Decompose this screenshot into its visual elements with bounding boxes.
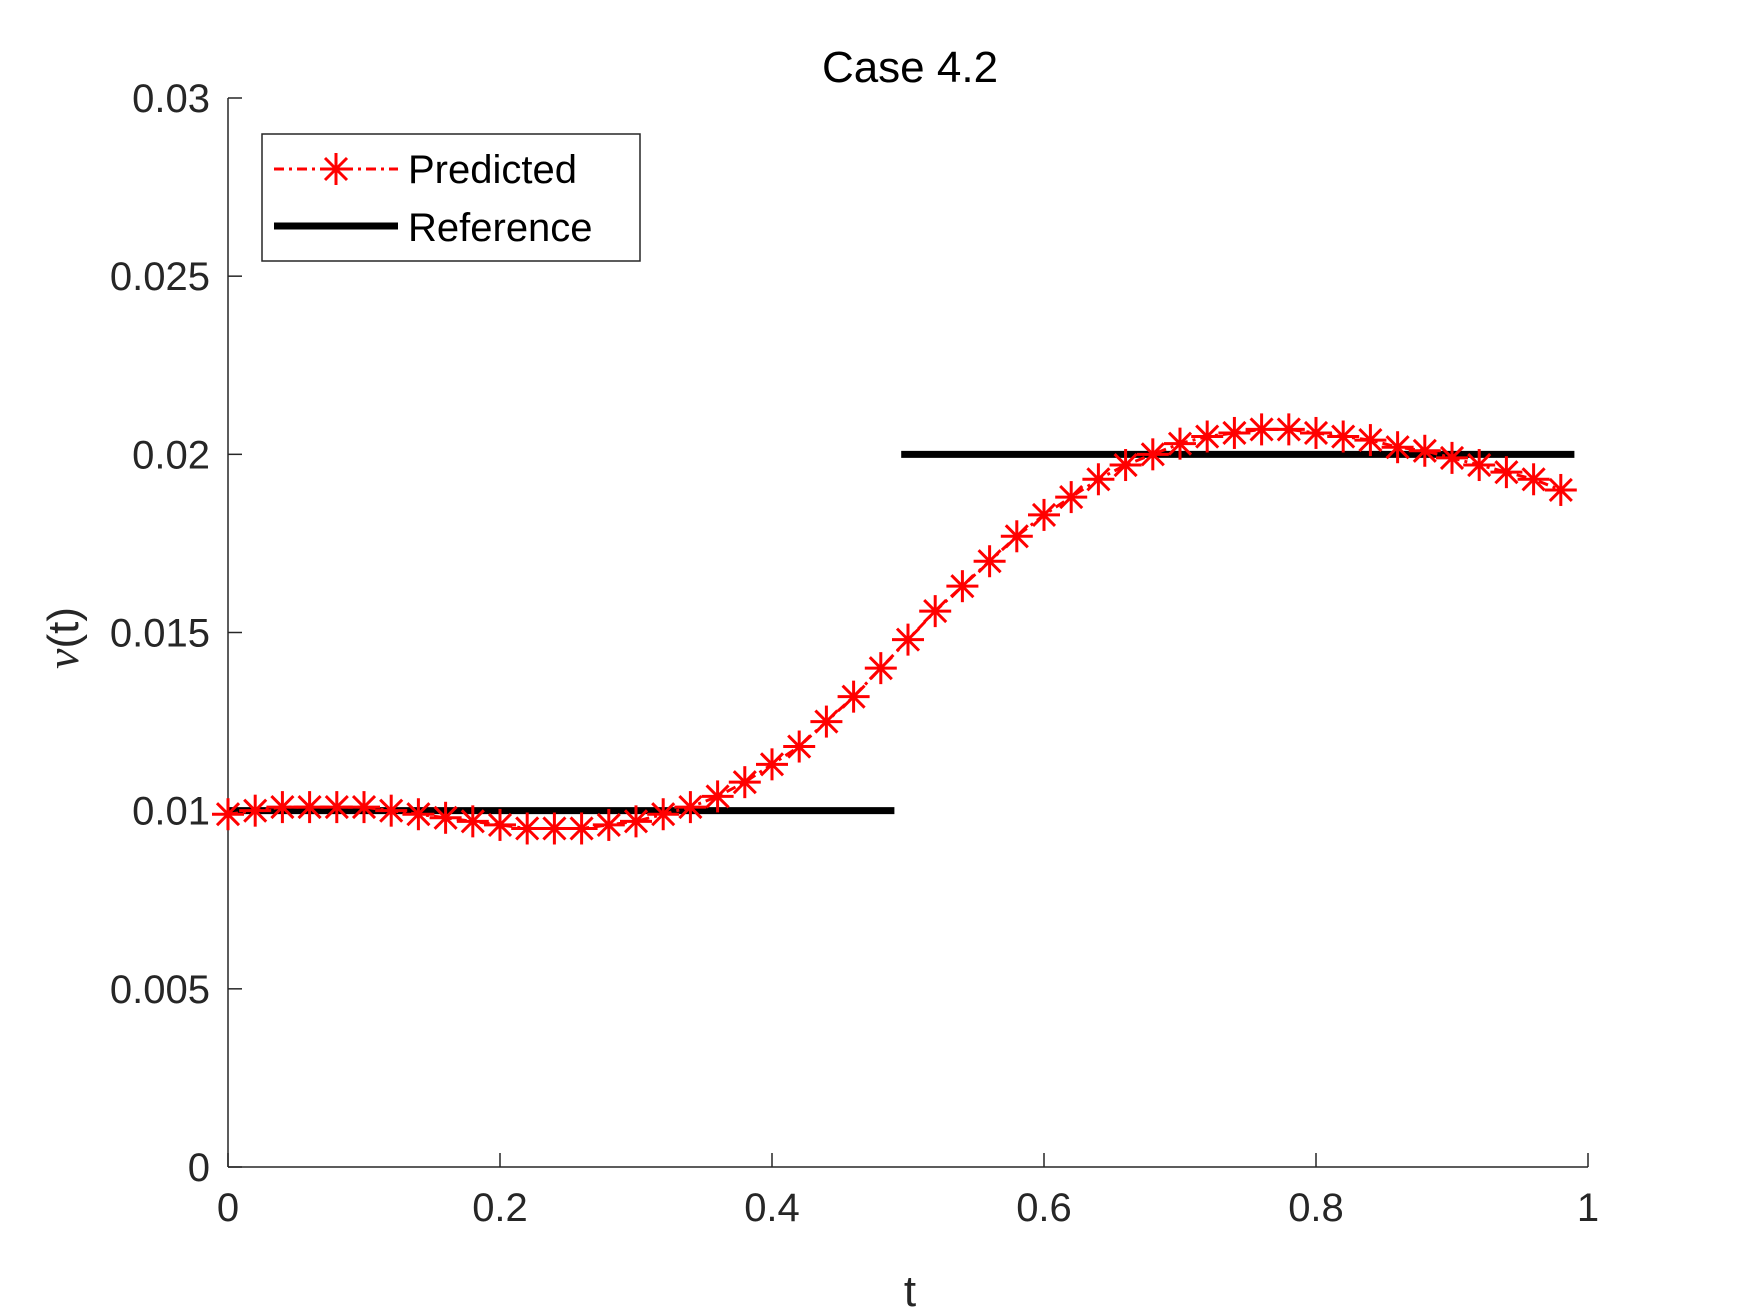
predicted-point bbox=[864, 652, 897, 685]
predicted-point bbox=[674, 791, 707, 824]
y-axis-label-suffix: (t) bbox=[39, 607, 88, 649]
predicted-point bbox=[1408, 434, 1441, 467]
predicted-point bbox=[538, 812, 571, 845]
predicted-point bbox=[375, 794, 408, 827]
predicted-point bbox=[620, 805, 652, 838]
predicted-point bbox=[212, 798, 244, 831]
predicted-point bbox=[810, 705, 843, 738]
x-tick-label: 0.2 bbox=[472, 1186, 528, 1230]
predicted-point bbox=[1544, 473, 1577, 506]
predicted-point bbox=[728, 766, 761, 799]
predicted-point bbox=[1354, 424, 1387, 457]
predicted-point bbox=[1055, 481, 1088, 514]
legend-reference-label: Reference bbox=[408, 206, 593, 250]
predicted-point bbox=[1109, 449, 1142, 482]
predicted-point bbox=[1082, 463, 1115, 496]
x-tick-label: 0 bbox=[217, 1186, 239, 1230]
predicted-point bbox=[756, 748, 788, 781]
predicted-point bbox=[239, 794, 272, 827]
predicted-point bbox=[565, 812, 598, 845]
x-tick-label: 0.6 bbox=[1016, 1186, 1072, 1230]
predicted-point bbox=[456, 805, 489, 838]
y-axis-label-symbol: ν bbox=[37, 648, 88, 669]
y-tick-label: 0.005 bbox=[110, 968, 210, 1012]
predicted-point bbox=[429, 801, 462, 834]
chart-title: Case 4.2 bbox=[822, 43, 998, 92]
predicted-point bbox=[1327, 420, 1360, 453]
y-tick-label: 0 bbox=[188, 1146, 210, 1190]
legend: Predicted Reference bbox=[261, 133, 641, 262]
predicted-point bbox=[1517, 463, 1550, 496]
predicted-series bbox=[212, 413, 1577, 845]
predicted-point bbox=[647, 798, 680, 831]
predicted-point bbox=[837, 680, 870, 713]
predicted-point bbox=[1381, 431, 1414, 464]
predicted-point bbox=[592, 808, 625, 841]
predicted-point bbox=[348, 791, 380, 824]
predicted-point bbox=[946, 570, 979, 603]
predicted-point bbox=[293, 791, 326, 824]
predicted-point bbox=[973, 545, 1006, 578]
predicted-line bbox=[227, 427, 1562, 830]
predicted-point bbox=[783, 730, 816, 763]
predicted-point bbox=[320, 791, 353, 824]
predicted-point bbox=[484, 808, 516, 841]
predicted-point bbox=[266, 791, 299, 824]
predicted-point bbox=[1463, 449, 1496, 482]
predicted-point bbox=[1272, 413, 1305, 446]
predicted-point bbox=[701, 780, 734, 813]
predicted-point bbox=[1028, 498, 1060, 531]
predicted-point bbox=[1191, 420, 1224, 453]
axes: 0 0.2 0.4 0.6 0.8 1 0 0.005 0.01 0.015 0.02 0.025 0.… bbox=[110, 77, 1599, 1230]
legend-box bbox=[261, 133, 641, 262]
x-tick-label: 0.4 bbox=[744, 1186, 800, 1230]
predicted-point bbox=[919, 595, 952, 628]
predicted-point bbox=[1000, 520, 1033, 553]
y-tick-label: 0.025 bbox=[110, 255, 210, 299]
y-tick-label: 0.01 bbox=[132, 790, 210, 834]
y-tick-label: 0.03 bbox=[132, 77, 210, 121]
predicted-point bbox=[1245, 413, 1278, 446]
y-tick-label: 0.02 bbox=[132, 433, 210, 477]
predicted-point bbox=[1490, 456, 1523, 489]
predicted-point bbox=[1164, 427, 1196, 460]
x-tick-label: 1 bbox=[1577, 1186, 1599, 1230]
y-axis-label: ν(t) bbox=[37, 607, 88, 669]
predicted-point bbox=[1136, 438, 1169, 471]
predicted-point bbox=[1300, 416, 1332, 449]
predicted-point bbox=[1218, 416, 1251, 449]
y-tick-label: 0.015 bbox=[110, 612, 210, 656]
legend-predicted-label: Predicted bbox=[408, 148, 577, 192]
predicted-point bbox=[1436, 441, 1468, 474]
predicted-point bbox=[402, 798, 435, 831]
x-axis-label: t bbox=[904, 1267, 916, 1313]
predicted-point bbox=[892, 623, 924, 656]
x-tick-label: 0.8 bbox=[1288, 1186, 1344, 1230]
predicted-point bbox=[511, 812, 544, 845]
legend-predicted-marker bbox=[320, 153, 352, 185]
